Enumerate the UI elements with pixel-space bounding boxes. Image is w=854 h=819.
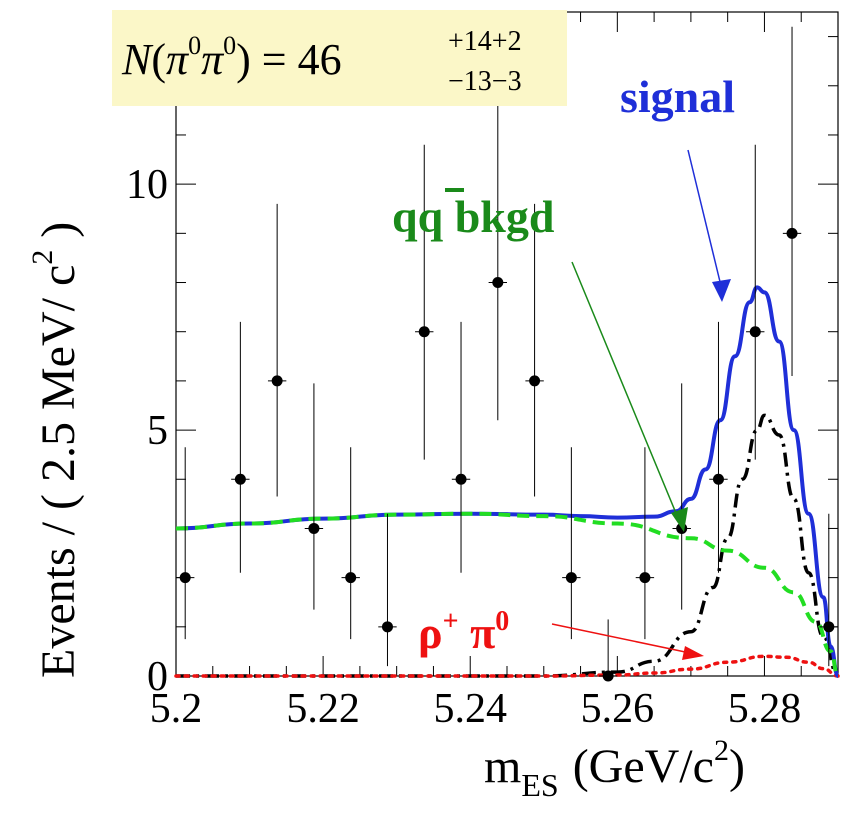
x-tick-label: 5.2	[150, 686, 203, 732]
yield-error-down: −13−3	[448, 66, 522, 97]
y-tick-label: 0	[147, 654, 168, 700]
data-point	[598, 619, 618, 682]
qq-arrow	[571, 261, 679, 519]
curve-rho-pi0	[174, 654, 840, 678]
point-marker	[529, 375, 541, 387]
data-point	[378, 513, 397, 667]
pi-sup: 0	[495, 606, 509, 637]
qq-arrow-head	[671, 507, 688, 532]
qq-q2: q	[418, 191, 444, 242]
signal-arrow-head	[712, 279, 731, 302]
point-marker	[639, 572, 651, 584]
yield-lhs: N	[121, 35, 154, 84]
x-tick-label: 5.24	[433, 686, 507, 732]
qq-rest: bkgd	[443, 191, 555, 242]
pi-text: π	[459, 607, 496, 658]
point-marker	[712, 473, 724, 485]
x-tick-label: 5.28	[728, 686, 802, 732]
rho-arrow	[551, 623, 691, 654]
qq-q1: q	[392, 191, 418, 242]
data-point	[672, 383, 691, 610]
data-point	[304, 383, 324, 610]
yield-box	[112, 10, 567, 106]
yield-label: N(π0π0) = 46	[121, 31, 342, 84]
point-marker	[345, 572, 357, 584]
yield-open: (	[151, 35, 166, 84]
point-marker	[381, 621, 393, 633]
y-axis-suffix: )	[32, 222, 85, 250]
data-point	[782, 26, 802, 376]
curve-qq-bkgd	[175, 511, 840, 678]
x-axis-unit: (GeV/c	[573, 740, 714, 793]
data-point	[341, 447, 360, 640]
data-point	[488, 85, 507, 421]
yield-pi-2: π	[201, 35, 225, 84]
data-point	[176, 447, 195, 640]
y-axis-power: 2	[26, 250, 59, 265]
point-marker	[418, 326, 430, 338]
y-axis-main: Events / ( 2.5 MeV/ c	[32, 265, 85, 678]
yield-close: ) = 46	[236, 35, 341, 84]
signal-arrow	[687, 149, 723, 291]
fit-curves	[174, 285, 840, 678]
point-marker	[823, 621, 835, 633]
point-marker	[455, 473, 467, 485]
rho-text: ρ	[418, 607, 443, 658]
y-tick-label: 5	[147, 408, 168, 454]
point-marker	[786, 227, 798, 239]
curve-signal	[175, 285, 840, 678]
point-marker	[308, 522, 320, 534]
y-axis-title: Events / ( 2.5 MeV/ c2 )	[26, 222, 85, 678]
yield-pi-1: π	[166, 35, 190, 84]
x-axis-power: 2	[714, 734, 729, 767]
data-point	[709, 321, 728, 573]
data-point	[635, 447, 655, 640]
x-tick-label: 5.26	[581, 686, 655, 732]
axis-tick-labels: 5.2 5.22 5.24 5.26 5.28 0 5 10	[126, 162, 801, 732]
data-point	[267, 203, 287, 497]
data-point	[415, 144, 434, 460]
point-marker	[234, 473, 246, 485]
signal-label: signal	[620, 71, 735, 122]
x-axis-suffix: )	[729, 740, 745, 793]
point-marker	[749, 326, 761, 338]
yield-sup-2: 0	[223, 31, 236, 60]
rho-sup: +	[443, 606, 459, 637]
rho-pi-label: ρ+ π0	[418, 606, 509, 658]
qq-bkgd-label: qq bkgd	[392, 191, 555, 242]
point-marker	[565, 572, 577, 584]
x-axis-sub: ES	[521, 767, 558, 803]
x-tick-label: 5.22	[286, 686, 360, 732]
rho-arrow-head	[682, 646, 704, 660]
data-point	[819, 513, 838, 667]
point-marker	[492, 277, 504, 289]
data-point	[525, 203, 544, 497]
yield-error-up: +14+2	[448, 26, 522, 57]
point-marker	[271, 375, 283, 387]
x-axis-main: m	[484, 740, 521, 793]
data-point	[562, 447, 581, 640]
x-axis-title: mES (GeV/c2)	[484, 734, 745, 803]
data-point	[231, 321, 250, 573]
point-marker	[602, 670, 614, 682]
point-marker	[179, 572, 191, 584]
data-point	[746, 144, 765, 460]
data-point	[451, 321, 471, 573]
y-tick-label: 10	[126, 162, 168, 208]
yield-sup-1: 0	[188, 31, 201, 60]
